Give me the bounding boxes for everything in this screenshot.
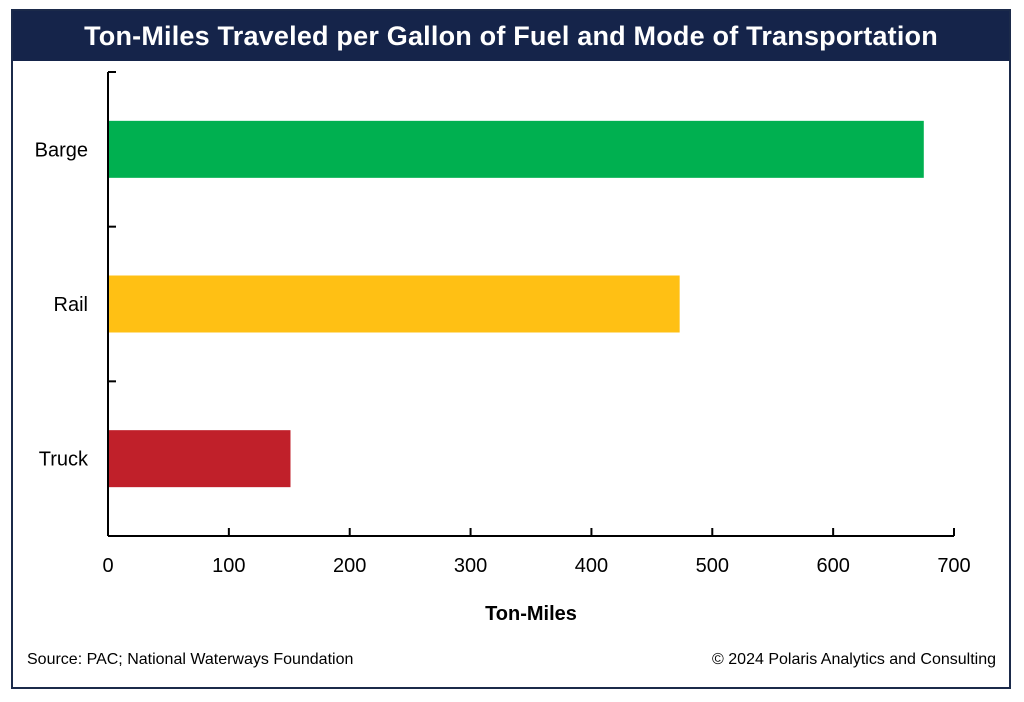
- x-tick-label: 300: [454, 555, 487, 577]
- title-bar: Ton-Miles Traveled per Gallon of Fuel an…: [13, 11, 1009, 61]
- x-tick-label: 500: [696, 555, 729, 577]
- x-tick-label: 0: [102, 555, 113, 577]
- category-label-truck: Truck: [39, 449, 89, 471]
- category-label-barge: Barge: [35, 139, 88, 161]
- x-tick-label: 700: [937, 555, 970, 577]
- x-tick-label: 600: [816, 555, 849, 577]
- bar-rail: [108, 275, 680, 333]
- copyright-note: © 2024 Polaris Analytics and Consulting: [712, 651, 996, 668]
- x-tick-label: 200: [333, 555, 366, 577]
- bar-truck: [108, 430, 291, 488]
- x-tick-label: 400: [575, 555, 608, 577]
- category-label-rail: Rail: [54, 294, 88, 316]
- chart-title: Ton-Miles Traveled per Gallon of Fuel an…: [84, 20, 938, 51]
- x-axis-title: Ton-Miles: [485, 603, 577, 625]
- bar-barge: [108, 120, 924, 178]
- x-tick-label: 100: [212, 555, 245, 577]
- source-note: Source: PAC; National Waterways Foundati…: [27, 651, 354, 668]
